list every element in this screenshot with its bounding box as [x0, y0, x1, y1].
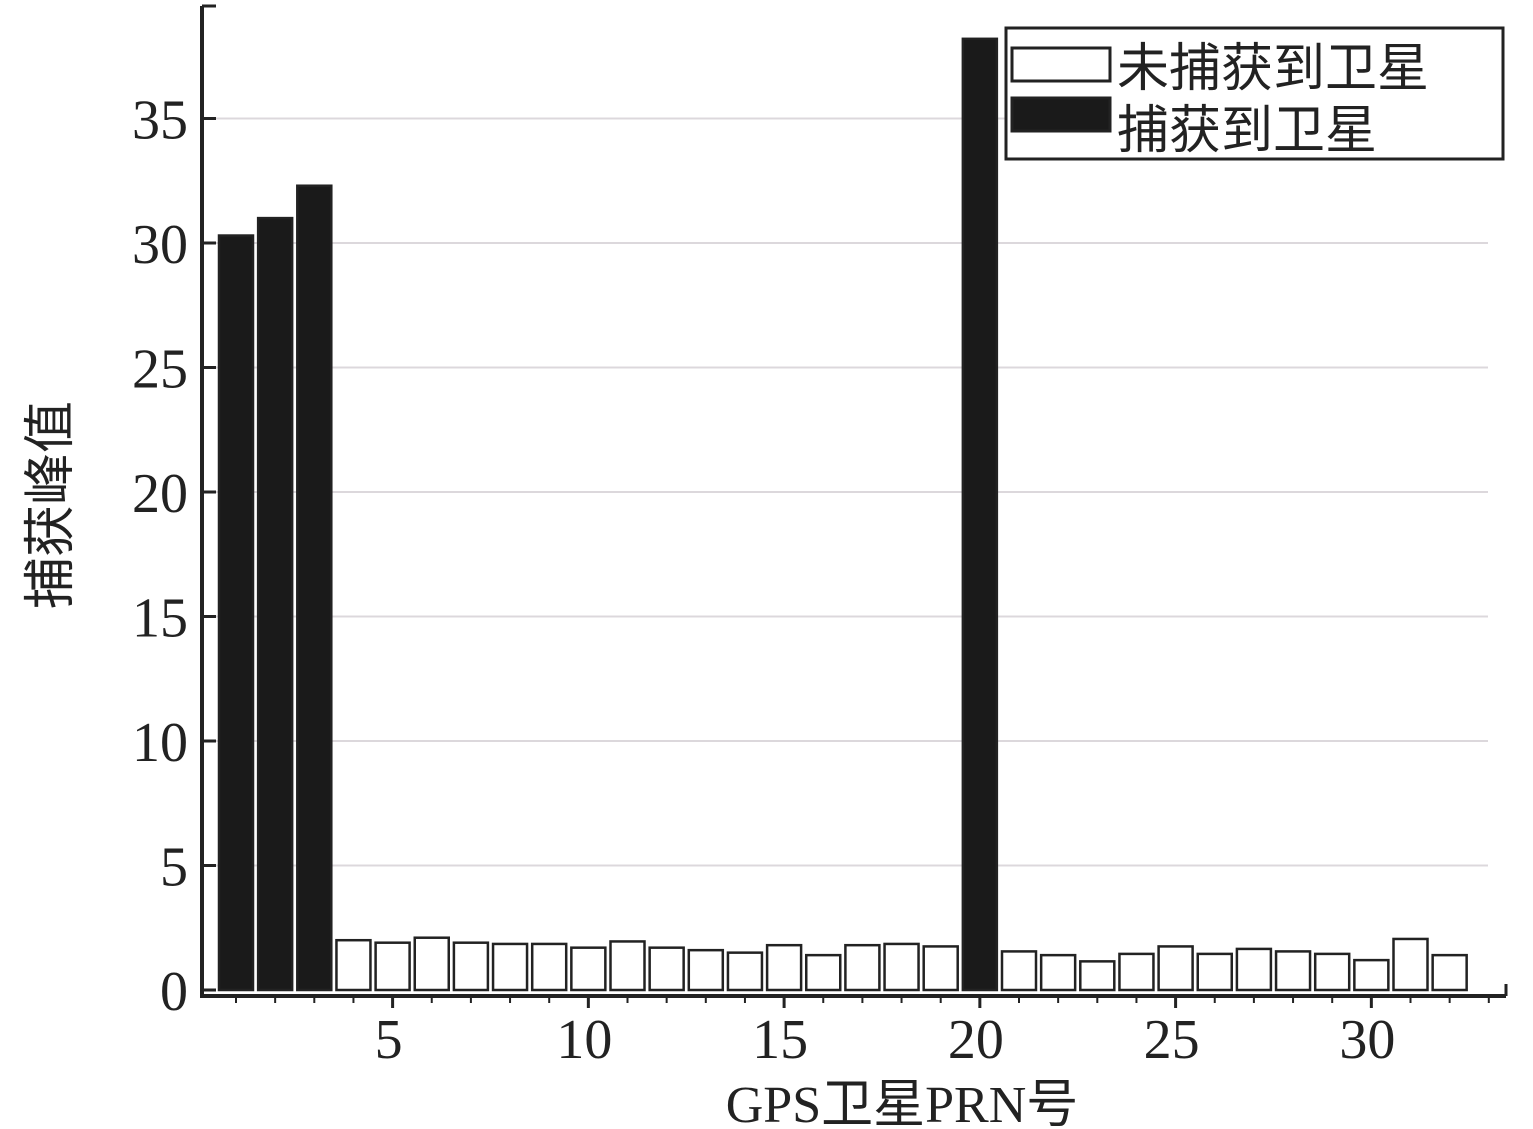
- bar-not-acquired: [1157, 945, 1194, 992]
- bar-not-acquired: [1353, 958, 1390, 992]
- x-tick-label: 20: [948, 1009, 1004, 1071]
- bar-not-acquired: [1000, 950, 1038, 992]
- bar-not-acquired: [1235, 947, 1273, 992]
- bar-acquired: [961, 37, 999, 992]
- x-tick-label: 30: [1339, 1009, 1395, 1071]
- bar-not-acquired: [922, 945, 959, 992]
- bar-not-acquired: [726, 951, 764, 992]
- bar-not-acquired: [1274, 950, 1312, 992]
- y-tick-label: 35: [132, 90, 188, 152]
- bar-not-acquired: [491, 942, 529, 992]
- bar-not-acquired: [648, 946, 685, 992]
- bar-not-acquired: [687, 948, 725, 992]
- bar-not-acquired: [883, 942, 920, 992]
- bar-not-acquired: [1313, 952, 1351, 992]
- bar-not-acquired: [452, 941, 490, 992]
- bar-not-acquired: [844, 943, 881, 992]
- bar-not-acquired: [1118, 952, 1155, 992]
- legend-label-acquired: 捕获到卫星: [1117, 103, 1377, 160]
- legend: 未捕获到卫星 捕获到卫星: [1004, 26, 1505, 161]
- bar-not-acquired: [530, 942, 568, 992]
- bar-acquired: [256, 216, 294, 992]
- axes: [200, 4, 1508, 998]
- bar-acquired: [296, 184, 333, 992]
- y-tick-label: 0: [160, 961, 188, 1023]
- y-axis-label: 捕获峰值: [23, 401, 80, 609]
- bar-not-acquired: [609, 940, 646, 992]
- bar-not-acquired: [1431, 953, 1468, 992]
- ticks: 0 5 10 15 20 25 30 35 5 10 15 20 25 30: [132, 90, 1490, 1071]
- x-axis-title: GPS卫星PRN号: [726, 1077, 1079, 1129]
- y-tick-label: 20: [132, 463, 188, 525]
- bar-not-acquired: [805, 953, 842, 992]
- bar-not-acquired: [1039, 953, 1077, 992]
- bar-not-acquired: [413, 936, 450, 992]
- x-tick-label: 25: [1144, 1009, 1200, 1071]
- x-tick-label: 5: [375, 1009, 403, 1071]
- y-tick-label: 10: [132, 712, 188, 774]
- bar-not-acquired: [1079, 960, 1116, 992]
- y-tick-label: 5: [160, 837, 188, 899]
- legend-label-not-acquired: 未捕获到卫星: [1117, 41, 1429, 98]
- y-tick-label: 15: [132, 588, 188, 650]
- y-tick-label: 25: [132, 339, 188, 401]
- legend-swatch-not-acquired: [1010, 46, 1112, 83]
- bar-not-acquired: [1196, 952, 1233, 992]
- x-tick-label: 15: [752, 1009, 808, 1071]
- bar-not-acquired: [335, 938, 372, 992]
- bar-not-acquired: [570, 946, 607, 992]
- x-tick-label: 10: [556, 1009, 612, 1071]
- y-tick-label: 30: [132, 214, 188, 276]
- bar-not-acquired: [374, 941, 411, 992]
- legend-swatch-acquired: [1010, 96, 1112, 133]
- bar-acquired: [217, 234, 255, 992]
- bar-not-acquired: [1392, 937, 1429, 992]
- bar-not-acquired: [765, 943, 803, 992]
- bars: [217, 37, 1468, 992]
- y-axis-title: 捕获峰值: [23, 401, 80, 609]
